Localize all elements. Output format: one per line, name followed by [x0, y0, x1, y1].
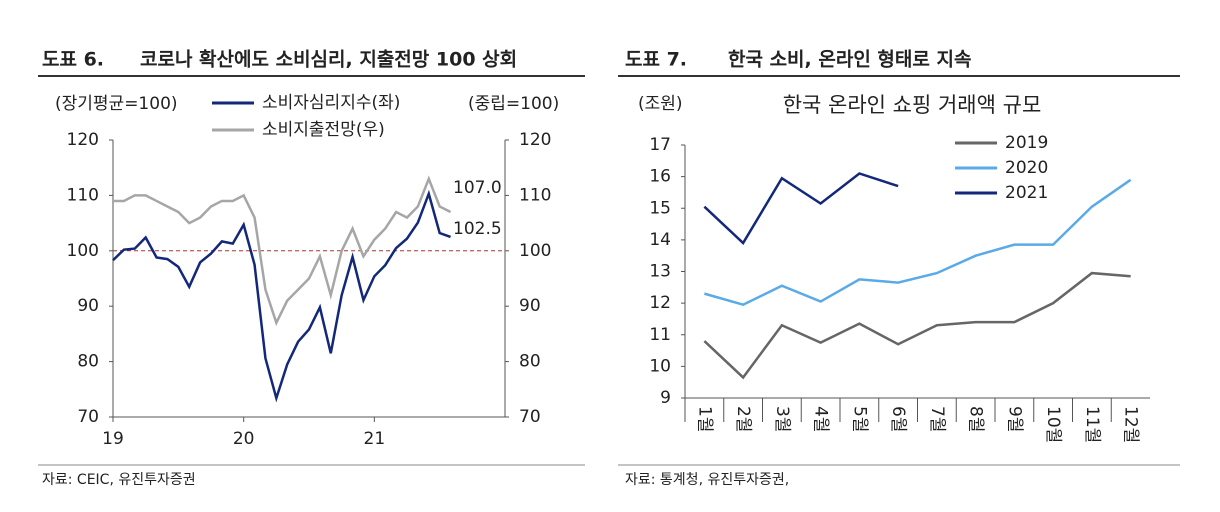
- y2-tick-label: 80: [519, 352, 541, 372]
- x-tick-label: 3월: [772, 406, 792, 432]
- y2-tick-label: 110: [519, 185, 551, 205]
- y-tick-label: 80: [77, 352, 99, 372]
- series-line: [703, 172, 899, 246]
- y2-tick-label: 70: [519, 407, 541, 427]
- x-tick-label: 5월: [849, 406, 869, 432]
- x-tick-label: 9월: [1004, 406, 1024, 432]
- legend-label: 소비지출전망(우): [262, 120, 385, 140]
- y-tick-label: 100: [67, 241, 99, 261]
- y-tick-label: 70: [77, 407, 99, 427]
- y-tick-label: 90: [77, 296, 99, 316]
- series-line: [113, 175, 452, 327]
- x-tick-label: 8월: [966, 406, 986, 432]
- x-tick-label: 20: [233, 429, 255, 449]
- y-tick-label: 15: [649, 198, 671, 218]
- source: 자료: 통계청, 유진투자증권,: [625, 472, 789, 488]
- y-axis-label: (장기평균=100): [55, 94, 178, 114]
- y-tick-label: 11: [649, 325, 671, 345]
- y-tick-label: 17: [649, 135, 671, 155]
- figure-label: 도표 6.: [42, 49, 104, 71]
- y-tick-label: 16: [649, 167, 671, 187]
- annotation: 107.0: [453, 178, 502, 198]
- y-tick-label: 120: [67, 130, 99, 150]
- legend-label: 2021: [1005, 183, 1048, 203]
- legend-label: 소비자심리지수(좌): [262, 93, 400, 113]
- y-tick-label: 12: [649, 293, 671, 313]
- x-tick-label: 21: [364, 429, 386, 449]
- source: 자료: CEIC, 유진투자증권: [42, 472, 196, 488]
- series-line: [704, 178, 1132, 307]
- y-tick-label: 10: [649, 356, 671, 376]
- figure-title: 코로나 확산에도 소비심리, 지출전망 100 상회: [140, 48, 517, 71]
- y2-axis-label: (중립=100): [468, 94, 559, 114]
- chart-subtitle: 한국 온라인 쇼핑 거래액 규모: [783, 93, 1042, 117]
- annotation: 102.5: [453, 219, 502, 239]
- y-axis-label: (조원): [638, 94, 683, 114]
- x-tick-label: 10월: [1043, 406, 1063, 443]
- x-tick-label: 1월: [694, 406, 714, 432]
- legend-label: 2019: [1005, 133, 1048, 153]
- figure-title: 한국 소비, 온라인 형태로 지속: [728, 49, 971, 71]
- y-tick-label: 110: [67, 185, 99, 205]
- y2-tick-label: 90: [519, 296, 541, 316]
- y-tick-label: 14: [649, 230, 671, 250]
- x-tick-label: 12월: [1121, 406, 1141, 443]
- figure-label: 도표 7.: [625, 49, 687, 71]
- y2-tick-label: 100: [519, 241, 551, 261]
- x-tick-label: 11월: [1082, 406, 1102, 443]
- y-tick-label: 13: [649, 262, 671, 282]
- legend-label: 2020: [1005, 158, 1048, 178]
- y-tick-label: 9: [660, 388, 671, 408]
- x-tick-label: 2월: [733, 406, 753, 432]
- series-line: [703, 271, 1131, 380]
- y2-tick-label: 120: [519, 130, 551, 150]
- x-tick-label: 19: [102, 429, 124, 449]
- series-line: [112, 189, 451, 403]
- x-tick-label: 7월: [927, 406, 947, 432]
- x-tick-label: 6월: [888, 406, 908, 432]
- x-tick-label: 4월: [811, 406, 831, 432]
